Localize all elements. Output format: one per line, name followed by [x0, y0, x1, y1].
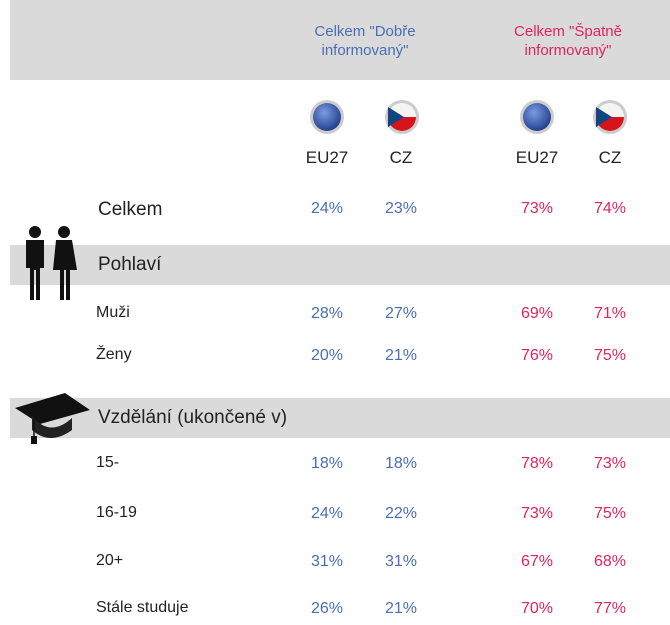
good-header: Celkem "Dobře informovaný" [265, 22, 465, 60]
value: 24% [310, 200, 344, 217]
value: 70% [520, 600, 554, 617]
value: 26% [310, 600, 344, 617]
graduation-cap [15, 393, 90, 444]
value: 23% [384, 200, 418, 217]
value: 27% [384, 305, 418, 322]
cz-flag [593, 100, 627, 134]
header-line: informovaný" [524, 42, 612, 59]
value: 21% [384, 600, 418, 617]
value: 31% [384, 553, 418, 570]
value: 20% [310, 347, 344, 364]
value: 24% [310, 505, 344, 522]
value: 73% [520, 200, 554, 217]
people-icon [26, 226, 77, 300]
section-title: Vzdělání (ukončené v) [98, 407, 288, 428]
value: 75% [593, 505, 627, 522]
value: 73% [593, 455, 627, 472]
value: 78% [520, 455, 554, 472]
row-label: Muži [96, 304, 130, 321]
row-label: Ženy [96, 346, 132, 363]
section-title: Pohlaví [98, 254, 162, 275]
value: 71% [593, 305, 627, 322]
row-label: 20+ [96, 552, 124, 569]
value: 75% [593, 347, 627, 364]
section-band [10, 398, 670, 438]
value: 68% [593, 553, 627, 570]
value: 74% [593, 200, 627, 217]
row-label: Celkem [98, 199, 163, 220]
column-label: CZ [389, 148, 413, 167]
value: 21% [384, 347, 418, 364]
row-label: 16-19 [96, 504, 137, 521]
column-label: EU27 [515, 148, 559, 167]
header-line: informovaný" [321, 42, 409, 59]
column-label: CZ [598, 148, 622, 167]
value: 73% [520, 505, 554, 522]
value: 69% [520, 305, 554, 322]
eu-flag [310, 100, 344, 134]
row-label: Stále studuje [96, 599, 189, 616]
bad-header: Celkem "Špatně informovaný" [468, 22, 668, 60]
value: 77% [593, 600, 627, 617]
value: 22% [384, 505, 418, 522]
eu-flag [520, 100, 554, 134]
value: 28% [310, 305, 344, 322]
value: 76% [520, 347, 554, 364]
header-band [10, 0, 670, 80]
value: 18% [310, 455, 344, 472]
value: 31% [310, 553, 344, 570]
value: 18% [384, 455, 418, 472]
row-label: 15- [96, 454, 120, 471]
column-label: EU27 [305, 148, 349, 167]
header-line: Celkem "Špatně [514, 23, 622, 40]
cz-flag [385, 100, 419, 134]
value: 67% [520, 553, 554, 570]
section-band [10, 245, 670, 285]
header-line: Celkem "Dobře [314, 23, 416, 40]
